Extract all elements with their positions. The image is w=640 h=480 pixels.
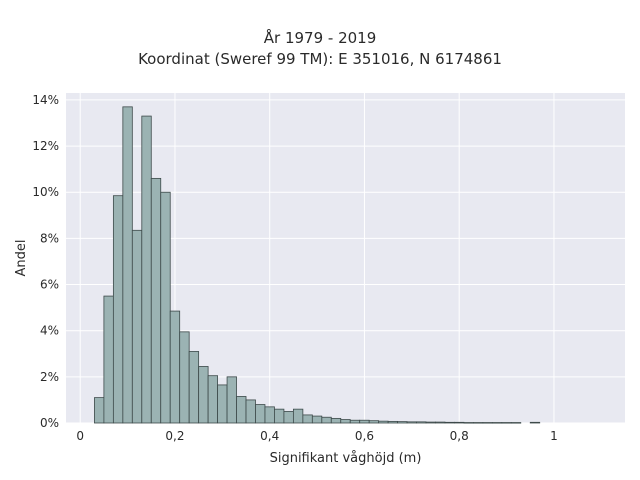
x-axis-label: Signifikant våghöjd (m) [270, 451, 422, 466]
x-tick-label: 1 [550, 429, 558, 443]
histogram-bar [321, 416, 332, 424]
x-tick-label: 0,8 [450, 429, 469, 443]
chart-subtitle: Koordinat (Sweref 99 TM): E 351016, N 61… [138, 50, 502, 68]
histogram-bar [103, 295, 114, 424]
y-tick-label: 6% [40, 278, 59, 292]
histogram-bar [491, 422, 503, 424]
y-tick-label: 8% [40, 231, 59, 245]
y-tick-label: 0% [40, 416, 59, 430]
histogram-bar [435, 421, 446, 424]
x-tick-label: 0,4 [260, 429, 279, 443]
histogram-bar [378, 420, 389, 424]
histogram-bar [482, 422, 493, 424]
histogram-bar [226, 376, 237, 424]
histogram-bar [188, 351, 200, 424]
histogram-bar [131, 229, 143, 424]
histogram-bar [454, 421, 465, 424]
histogram-bar [368, 420, 380, 424]
histogram-bar [444, 421, 455, 424]
histogram-bar [330, 417, 342, 424]
histogram-bar [283, 411, 294, 424]
histogram-bar [160, 191, 171, 424]
histogram-bar [425, 421, 436, 424]
histogram-bar [311, 415, 323, 424]
histogram-bar [112, 195, 124, 424]
histogram-bar [94, 397, 105, 424]
histogram-bar [406, 421, 417, 424]
y-tick-label: 14% [32, 93, 59, 107]
histogram-bar [292, 408, 304, 424]
histogram-bar [141, 115, 152, 424]
y-tick-label: 4% [40, 324, 59, 338]
histogram-bar [150, 177, 162, 424]
y-axis-label: Andel [14, 240, 29, 277]
histogram-bar [207, 375, 218, 424]
histogram-bar [274, 408, 285, 424]
histogram-bar [529, 421, 541, 424]
histogram-bar [359, 419, 370, 424]
histogram-bar [510, 422, 522, 424]
y-tick-label: 10% [32, 185, 59, 199]
y-tick-label: 12% [32, 139, 59, 153]
histogram-bar [179, 331, 190, 424]
histogram-bar [349, 419, 361, 424]
histogram-bars [94, 106, 541, 424]
histogram-bar [169, 310, 181, 424]
x-tick-label: 0,2 [165, 429, 184, 443]
histogram-bar [340, 419, 351, 424]
histogram-bar [387, 420, 399, 424]
histogram-bar [302, 414, 313, 424]
y-tick-label: 2% [40, 370, 59, 384]
histogram-bar [245, 399, 256, 424]
histogram-bar [416, 421, 427, 424]
x-tick-labels: 0 0,2 0,4 0,6 0,8 1 [76, 429, 557, 443]
x-tick-label: 0 [76, 429, 84, 443]
x-tick-label: 0,6 [355, 429, 374, 443]
y-tick-labels: 0% 2% 4% 6% 8% 10% 12% 14% [32, 93, 59, 430]
histogram-bar [122, 106, 133, 424]
histogram-bar [473, 422, 484, 424]
histogram-bar [255, 404, 266, 424]
histogram-bar [236, 396, 247, 424]
chart-title: År 1979 - 2019 [263, 29, 377, 47]
histogram-bar [198, 366, 209, 424]
histogram-bar [463, 422, 474, 424]
histogram-bar [501, 422, 512, 424]
histogram-bar [217, 384, 228, 424]
histogram-bar [264, 406, 275, 424]
histogram-bar [397, 421, 408, 424]
